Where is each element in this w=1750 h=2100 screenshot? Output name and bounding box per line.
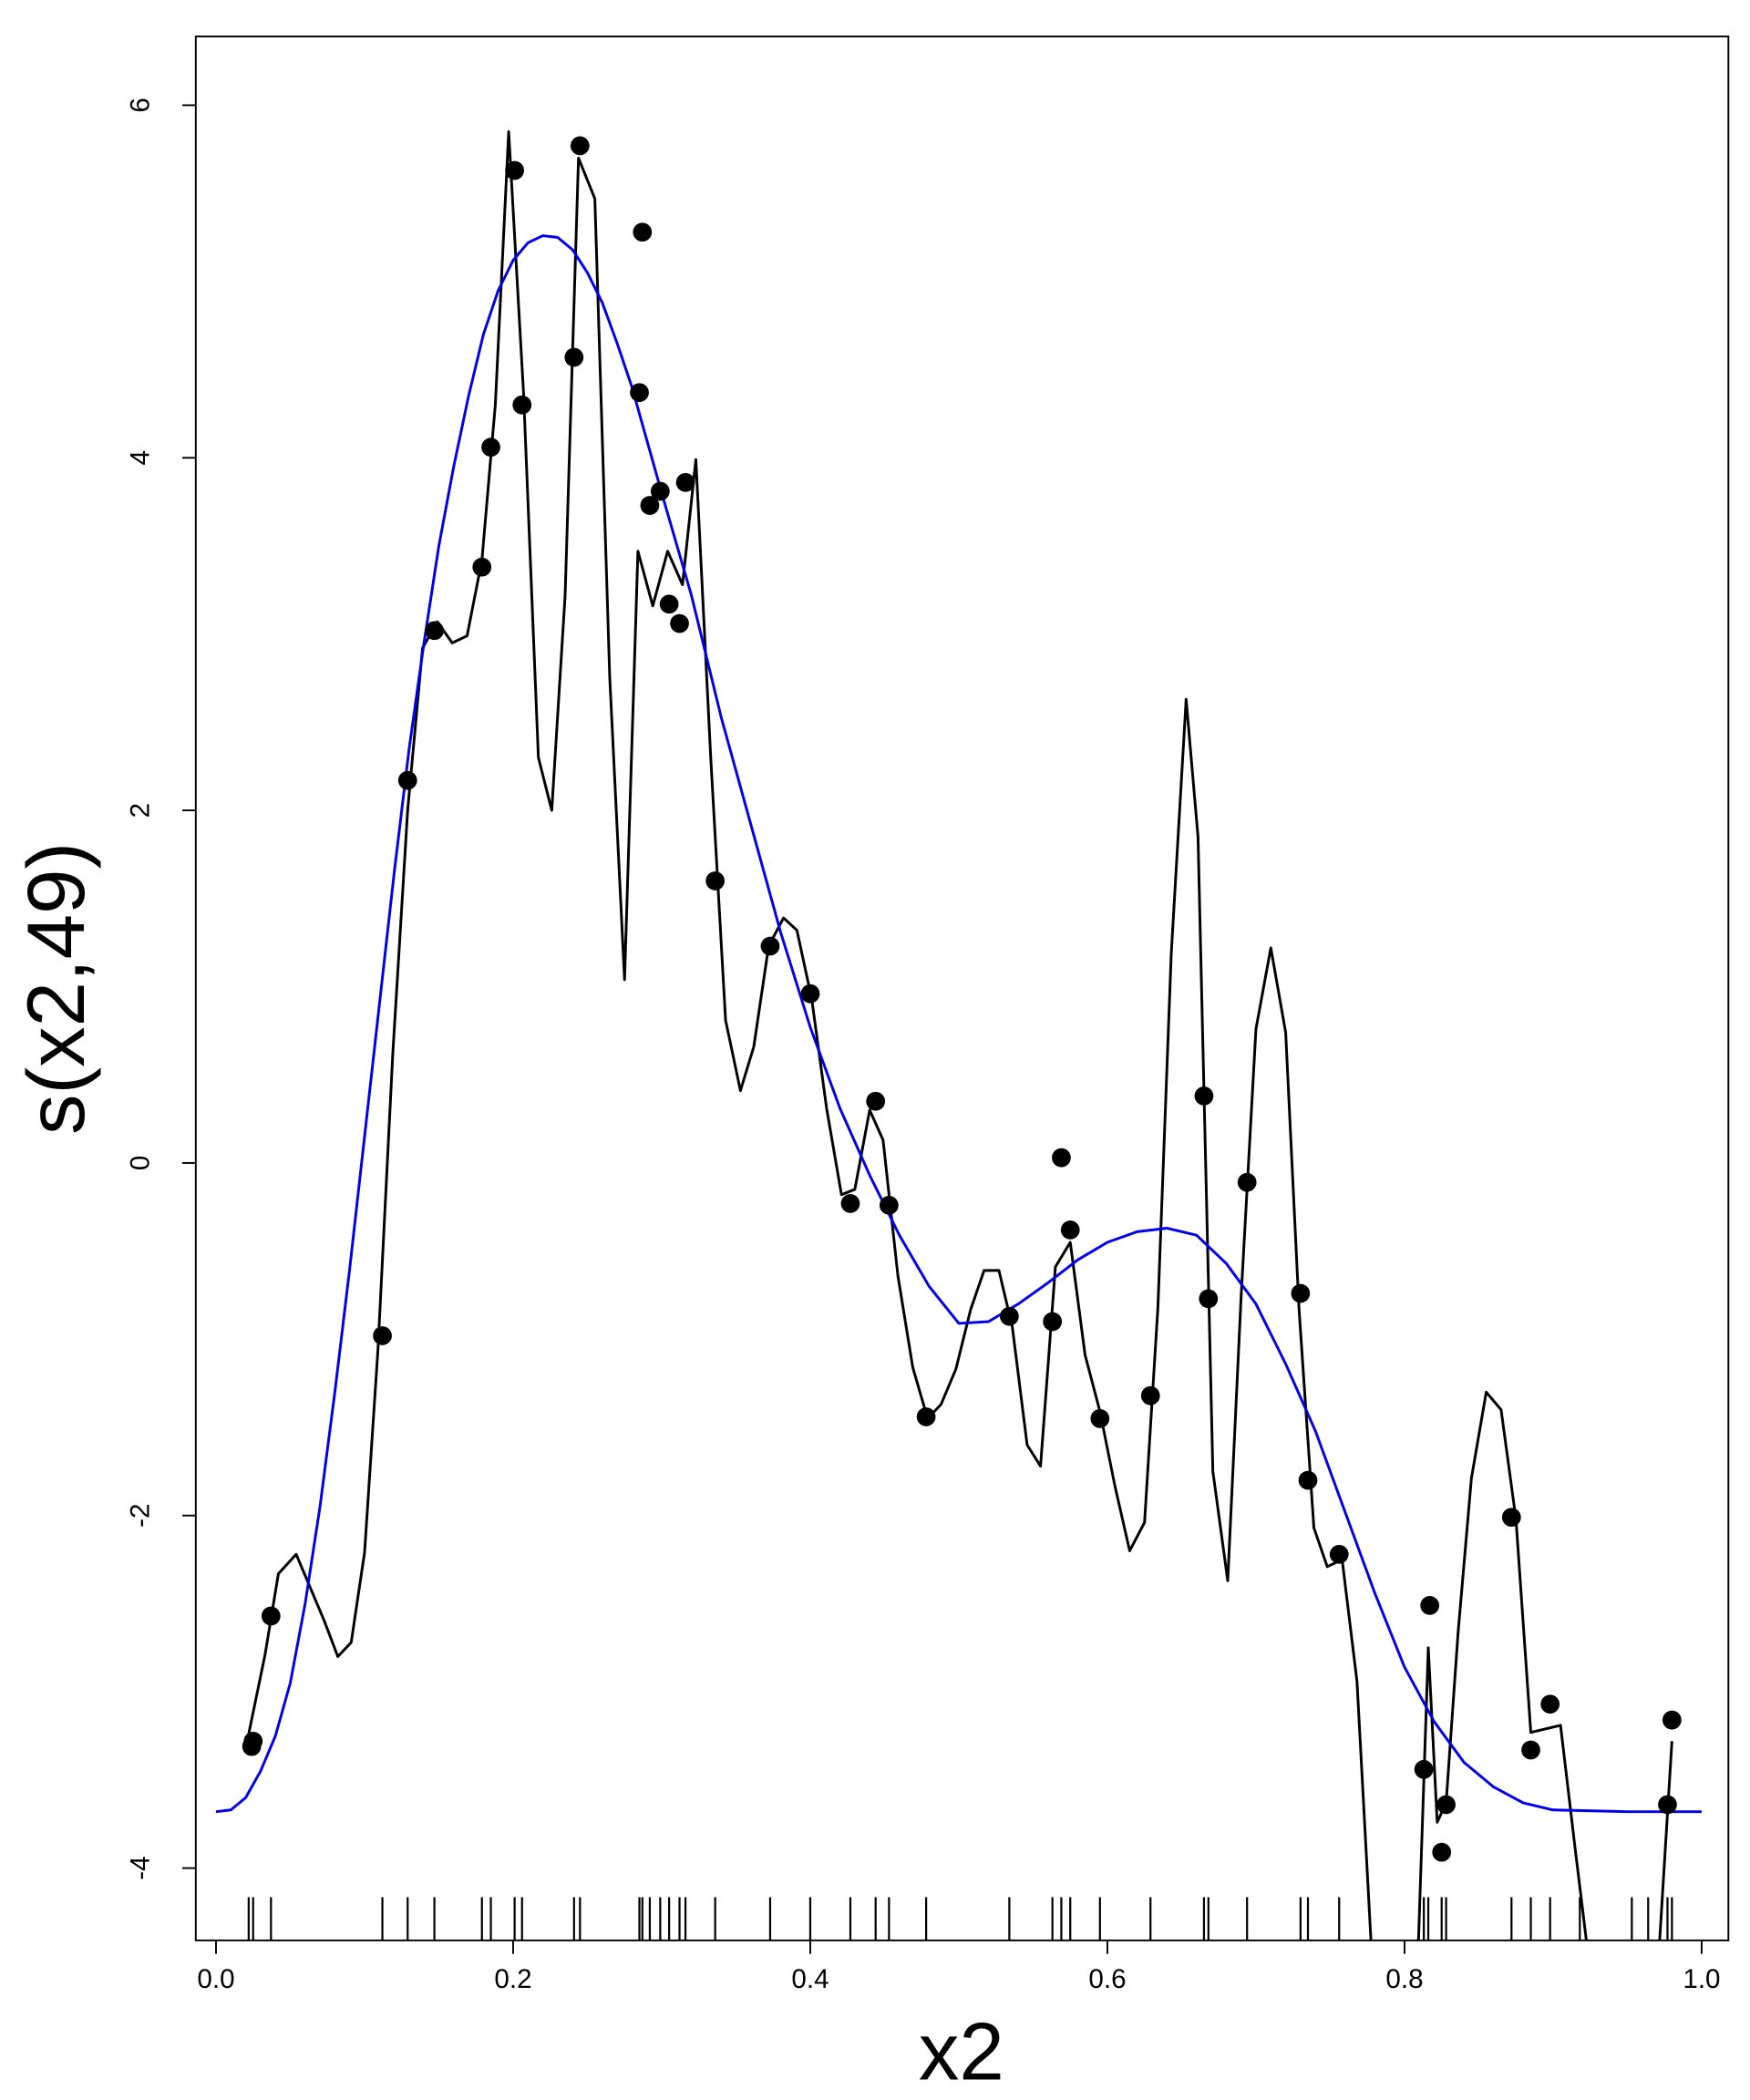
data-point [373,1326,392,1345]
data-point [1298,1470,1318,1490]
data-point [505,160,524,180]
y-axis-title: s(x2,49) [11,842,101,1135]
data-point [1521,1740,1540,1760]
line [215,234,1702,1814]
data-point [425,621,444,641]
data-point [1420,1596,1440,1615]
data-point [650,481,670,501]
data-point [472,557,492,577]
x-tick-label: 0.6 [1088,1964,1126,1994]
data-point [1540,1694,1560,1714]
y-tick-label: -4 [125,1856,155,1879]
data-point [633,222,653,242]
data-point [630,383,649,403]
x-tick-label: 0.2 [494,1964,531,1994]
data-point [1090,1409,1110,1428]
data-point [1199,1289,1219,1309]
data-point [1237,1172,1257,1192]
y-tick-label: 0 [125,1156,155,1170]
data-point [840,1194,860,1213]
data-point [1043,1312,1063,1332]
data-point [1291,1283,1311,1303]
data-point [261,1606,281,1626]
data-point [397,770,417,790]
y-tick-label: -2 [125,1504,155,1528]
data-point [866,1091,886,1111]
data-point [512,395,532,415]
data-point [1658,1795,1677,1815]
data-point [670,613,689,633]
x-tick-label: 0.4 [791,1964,829,1994]
data-point [1501,1508,1521,1528]
data-point [1000,1306,1019,1326]
y-tick-label: 4 [125,450,155,465]
data-point [570,136,590,156]
data-point [1436,1795,1456,1815]
data-point [1140,1385,1160,1405]
data-point [243,1731,263,1751]
data-point [760,936,780,956]
data-point [800,983,820,1004]
plot-frame [194,36,1730,1941]
data-point [1052,1148,1071,1168]
data-point [1194,1086,1214,1106]
y-tick-label: 6 [125,98,155,112]
data-point [564,347,584,367]
data-point [1414,1759,1434,1779]
x-axis-title: x2 [919,2006,1004,2096]
x-tick-label: 0.8 [1385,1964,1423,1994]
data-point [705,871,726,890]
x-tick-label: 0.0 [197,1964,234,1994]
data-point [1060,1220,1080,1240]
data-point [640,496,660,515]
data-point [481,438,500,458]
data-point [675,472,695,492]
plot-area [215,129,1702,1940]
data-point [659,594,679,614]
y-tick-label: 2 [125,803,155,818]
data-point [1662,1710,1682,1730]
x-tick-label: 1.0 [1683,1964,1720,1994]
data-point [1329,1544,1349,1564]
data-point [916,1407,936,1426]
data-point [879,1195,899,1215]
data-point [1432,1842,1452,1862]
